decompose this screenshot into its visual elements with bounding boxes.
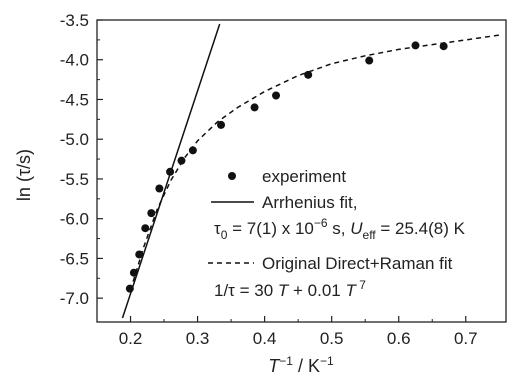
x-tick-label: 0.4 (253, 329, 277, 348)
y-axis-title: ln (τ/s) (14, 149, 34, 201)
y-tick-label: -5.0 (60, 130, 89, 149)
y-tick-label: -6.5 (60, 249, 89, 268)
data-point (411, 41, 420, 50)
x-tick-label: 0.6 (387, 329, 411, 348)
data-point (125, 284, 134, 293)
legend-label-arrhenius: Arrhenius fit, (262, 193, 357, 212)
data-point (129, 268, 138, 277)
y-tick-label: -5.5 (60, 170, 89, 189)
y-axis: -7.0 -6.5 -6.0 -5.5 -5.0 -4.5 -4.0 -3.5 (60, 11, 103, 308)
data-point (188, 146, 197, 155)
legend-label-direct-raman: Original Direct+Raman fit (262, 254, 453, 273)
data-point (250, 103, 259, 112)
arrhenius-parameters: τ0 = 7(1) x 10−6 s, Ueff = 25.4(8) K (214, 216, 466, 242)
data-point (365, 56, 374, 65)
direct-raman-fit-line (129, 34, 500, 291)
x-tick-label: 0.5 (320, 329, 344, 348)
legend: experiment Arrhenius fit, τ0 = 7(1) x 10… (208, 167, 466, 300)
data-point (166, 167, 175, 176)
plot-frame (96, 19, 507, 323)
data-point (135, 250, 144, 259)
data-point (304, 70, 313, 79)
data-point (217, 120, 226, 129)
x-axis: 0.2 0.3 0.4 0.5 0.6 0.7 (119, 316, 478, 348)
legend-marker-experiment (228, 172, 236, 180)
y-tick-label: -4.5 (60, 90, 89, 109)
y-tick-label: -3.5 (60, 11, 89, 30)
data-point (177, 156, 186, 165)
y-tick-label: -4.0 (60, 51, 89, 70)
y-tick-label: -7.0 (60, 289, 89, 308)
x-tick-label: 0.2 (119, 329, 143, 348)
x-tick-label: 0.7 (454, 329, 478, 348)
legend-label-experiment: experiment (262, 167, 346, 186)
experiment-points (125, 41, 448, 293)
y-tick-label: -6.0 (60, 210, 89, 229)
data-point (155, 184, 164, 193)
data-point (141, 224, 150, 233)
x-axis-title: T−1 / K−1 (268, 354, 334, 376)
x-tick-label: 0.3 (186, 329, 210, 348)
data-point (147, 209, 156, 218)
data-point (272, 91, 281, 100)
direct-raman-equation: 1/τ = 30 T + 0.01 T 7 (214, 278, 366, 300)
data-point (439, 42, 448, 51)
